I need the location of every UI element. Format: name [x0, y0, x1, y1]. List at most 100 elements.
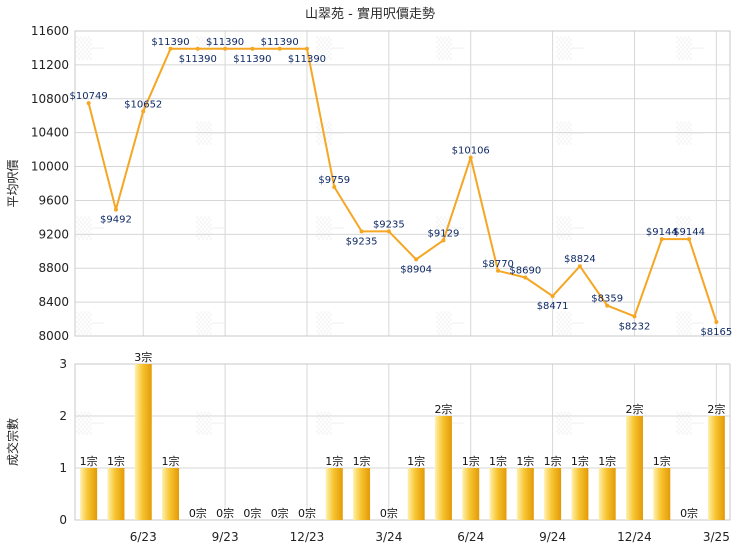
price-point-label: $8471	[537, 301, 569, 312]
x-tick-label: 6/24	[457, 530, 484, 544]
price-point	[141, 109, 146, 114]
volume-y-tick-label: 1	[59, 461, 67, 475]
price-point-label: $8770	[482, 259, 514, 270]
volume-bar-label: 3宗	[134, 350, 152, 364]
price-point-label: $10106	[452, 146, 490, 157]
watermark-mark: ▒─	[196, 311, 224, 335]
volume-bar-label: 1宗	[571, 454, 589, 468]
watermark-mark: ▒─	[316, 311, 344, 335]
price-point	[304, 46, 309, 51]
price-y-tick-label: 11200	[31, 58, 69, 72]
volume-axis-title: 成交宗數	[5, 418, 20, 466]
volume-bar-label: 1宗	[407, 454, 425, 468]
x-tick-label: 12/24	[617, 530, 652, 544]
volume-bar-label: 1宗	[516, 454, 534, 468]
volume-bar	[407, 468, 425, 520]
volume-gridlines	[74, 363, 731, 521]
watermark-mark: ▒─	[676, 411, 704, 435]
price-point-label: $9759	[318, 175, 350, 186]
price-point-label: $11390	[206, 37, 244, 48]
volume-bar-label: 1宗	[489, 454, 507, 468]
price-point-label: $8904	[400, 264, 432, 275]
volume-bars: 1宗 1宗 3宗 1宗 0宗 0宗 0宗 0宗 0宗 1宗 1宗 0宗 1宗 2宗 1宗 1宗 1宗 1宗 1宗 1宗…	[80, 350, 725, 520]
price-point	[577, 264, 582, 269]
volume-bar	[107, 468, 125, 520]
price-line	[87, 47, 718, 323]
volume-bar-label: 2宗	[625, 402, 643, 416]
price-point-label: $11390	[233, 54, 271, 65]
chart-title: 山翠苑 - 實用呎價走勢	[305, 6, 435, 22]
volume-bar-label: 1宗	[162, 454, 180, 468]
price-point-label: $9144	[646, 227, 678, 238]
volume-bar	[571, 468, 589, 520]
price-y-tick-label: 8800	[38, 261, 69, 275]
watermark-mark: ▒─	[436, 311, 464, 335]
volume-bar-label: 1宗	[353, 454, 371, 468]
price-y-tick-label: 8000	[38, 329, 69, 343]
watermark-mark: ▒─	[196, 216, 224, 240]
price-point	[386, 229, 391, 234]
price-point	[250, 46, 255, 51]
price-y-tick-label: 10800	[31, 92, 69, 106]
watermark-mark: ▒─	[76, 216, 104, 240]
volume-bar-label: 1宗	[462, 454, 480, 468]
watermark-layer: ▒─ ▒─ ▒─ ▒─ ▒─ ▒─ ▒─ ▒─ ▒─ ▒─ ▒─ ▒─ ▒─ ▒─ ▒─ ▒─ ▒─ ▒─ ▒─ ▒─…	[76, 36, 704, 435]
volume-y-tick-label: 0	[59, 513, 67, 527]
price-axis-title: 平均呎價	[6, 159, 20, 207]
axes: 8000 8400 8800 9200 9600 10000 10400 10800 11200…	[5, 24, 730, 544]
price-point-label: $11390	[288, 54, 326, 65]
price-y-tick-label: 9200	[38, 227, 69, 241]
price-point	[332, 184, 337, 189]
price-point	[632, 314, 637, 319]
volume-bar-label: 0宗	[680, 506, 698, 520]
x-tick-label: 9/23	[212, 530, 239, 544]
price-point	[86, 101, 91, 106]
watermark-mark: ▒─	[556, 311, 584, 335]
price-point	[468, 155, 473, 160]
volume-bar-label: 2宗	[434, 402, 452, 416]
price-point-label: $10749	[70, 91, 108, 102]
watermark-mark: ▒─	[556, 411, 584, 435]
x-tick-label: 3/24	[375, 530, 402, 544]
price-point-label: $8232	[619, 321, 651, 332]
price-point	[441, 238, 446, 243]
volume-bar	[544, 468, 562, 520]
price-point	[223, 46, 228, 51]
watermark-mark: ▒─	[436, 36, 464, 60]
x-tick-label: 3/25	[703, 530, 730, 544]
volume-bar-label: 2宗	[707, 402, 725, 416]
volume-bar-label: 1宗	[107, 454, 125, 468]
watermark-mark: ▒─	[196, 411, 224, 435]
volume-bar-label: 0宗	[189, 506, 207, 520]
watermark-mark: ▒─	[316, 411, 344, 435]
volume-bar	[598, 468, 616, 520]
price-point-label: $11390	[261, 37, 299, 48]
price-point	[659, 237, 664, 242]
price-point	[605, 303, 610, 308]
volume-bar-label: 1宗	[80, 454, 98, 468]
price-point	[550, 294, 555, 299]
volume-bar	[462, 468, 480, 520]
volume-bar	[625, 416, 643, 520]
price-y-tick-label: 8400	[38, 295, 69, 309]
volume-bar-label: 1宗	[325, 454, 343, 468]
price-point	[359, 229, 364, 234]
price-y-tick-label: 11600	[31, 24, 69, 38]
volume-bar-label: 0宗	[298, 506, 316, 520]
price-point-labels: $10749 $9492 $10652 $11390 $11390 $11390 $1139…	[70, 37, 733, 338]
x-tick-label: 12/23	[290, 530, 325, 544]
volume-bar-label: 1宗	[653, 454, 671, 468]
x-tick-label: 9/24	[539, 530, 566, 544]
price-point-label: $9144	[673, 227, 705, 238]
price-gridlines	[74, 30, 731, 337]
price-point	[714, 320, 719, 325]
price-point-label: $8690	[509, 266, 541, 277]
watermark-mark: ▒─	[76, 311, 104, 335]
price-point-label: $8359	[591, 294, 623, 305]
volume-y-tick-label: 2	[59, 409, 67, 423]
price-plot-frame	[74, 30, 731, 337]
volume-bar-label: 0宗	[216, 506, 234, 520]
volume-bar	[134, 364, 152, 520]
volume-bar-label: 0宗	[380, 506, 398, 520]
price-y-tick-label: 10000	[31, 160, 69, 174]
